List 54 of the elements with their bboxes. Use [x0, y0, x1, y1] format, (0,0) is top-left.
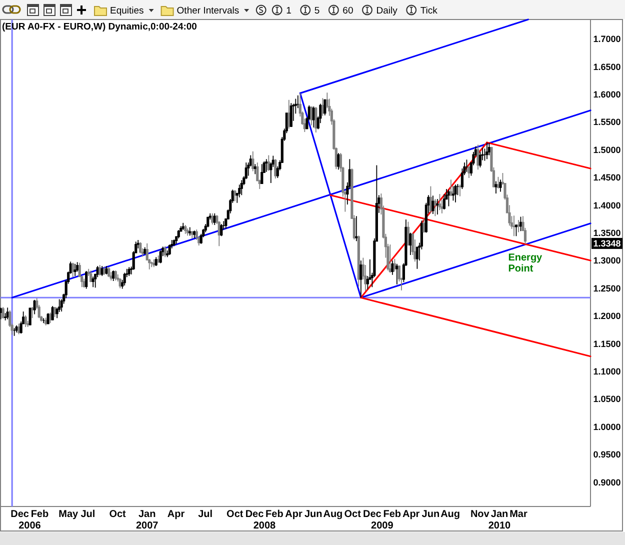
text: Other Intervals: [176, 6, 240, 16]
x-tick-label: Oct: [344, 509, 362, 520]
x2-tick-label: 2009: [371, 520, 394, 532]
x-tick-label: May: [58, 509, 79, 520]
y-tick-label: 1.2500: [593, 283, 621, 294]
x-tick-label: Apr: [285, 509, 302, 520]
text: Equities: [110, 6, 144, 16]
text: Tick: [420, 6, 438, 16]
x-tick-label: Nov: [470, 509, 490, 520]
y-tick-label: 1.1000: [593, 366, 621, 377]
x-tick-label: Jun: [304, 509, 322, 520]
y-tick-label: 1.5000: [593, 144, 621, 155]
x-tick-label: Aug: [440, 509, 460, 520]
y-tick-label: 0.9000: [593, 477, 621, 488]
x-tick-label: Apr: [402, 509, 420, 520]
x-tick-label: Feb: [383, 509, 402, 520]
x2-tick-label: 2010: [488, 520, 512, 532]
x-tick-label: Feb: [266, 509, 284, 520]
y-tick-label: 1.6000: [593, 89, 621, 100]
x-tick-label: Oct: [109, 509, 127, 520]
y-tick-label: 1.0500: [593, 394, 621, 404]
x-tick-label: Jul: [198, 509, 213, 520]
x-tick-label: Dec: [245, 509, 264, 520]
y-tick-label: 1.2000: [593, 311, 621, 322]
text: Daily: [376, 6, 398, 16]
y-tick-label: 1.3500: [593, 228, 621, 238]
y-tick-label: 1.4500: [593, 172, 621, 183]
y-tick-label: 1.1500: [593, 338, 621, 349]
text: 60: [342, 6, 354, 16]
annotation: Energy Point: [508, 252, 543, 274]
y-tick-label: 1.4000: [593, 200, 621, 210]
x-tick-label: Aug: [323, 509, 343, 520]
y-tick-label: 0.9500: [593, 450, 621, 460]
x-tick-label: Dec: [10, 509, 30, 520]
text: 5: [314, 6, 320, 16]
text: 1: [286, 6, 292, 16]
chart-title: (EUR A0-FX - EURO,W) Dynamic,0:00-24:00: [2, 22, 197, 32]
x-tick-label: Feb: [30, 509, 49, 520]
y-tick-label: 1.6500: [593, 62, 621, 72]
x-tick-label: Mar: [510, 509, 528, 520]
x-tick-label: Jan: [138, 509, 156, 520]
x-tick-label: Jan: [490, 509, 508, 520]
y-tick-label: 1.3000: [593, 256, 621, 266]
y-tick-label: 1.0000: [593, 422, 621, 432]
x-tick-label: Jun: [422, 509, 440, 520]
x2-tick-label: 2006: [18, 520, 42, 532]
x-tick-label: Jul: [80, 509, 96, 520]
x-tick-label: Apr: [167, 509, 185, 520]
x-tick-label: Oct: [226, 509, 244, 520]
y-tick-label: 1.7000: [593, 34, 621, 44]
x-tick-label: Dec: [363, 509, 382, 520]
x2-tick-label: 2007: [136, 520, 159, 532]
y-tick-label: 1.5500: [593, 117, 621, 128]
x2-tick-label: 2008: [253, 520, 276, 532]
